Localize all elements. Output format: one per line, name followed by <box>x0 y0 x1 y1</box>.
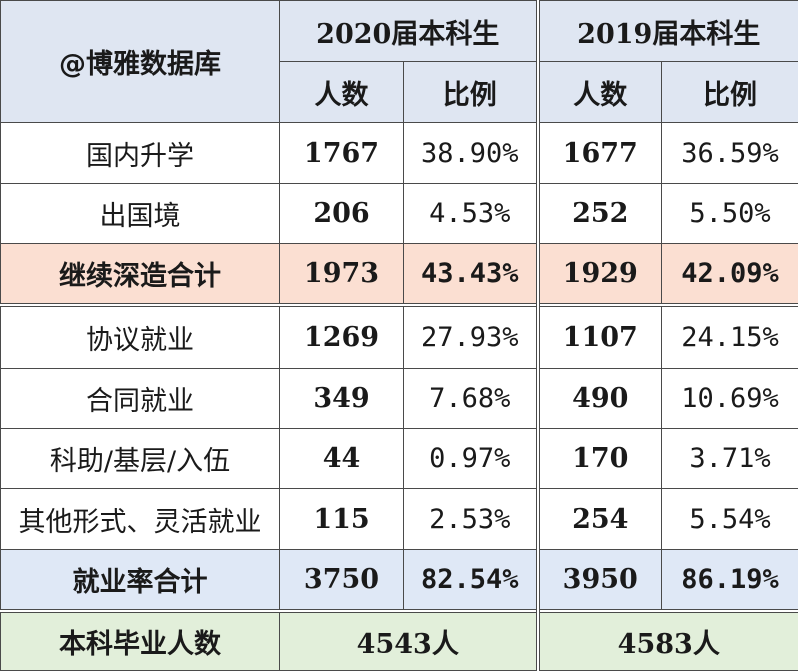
ratio-2020: 38.90% <box>404 123 538 184</box>
count-2020: 115 <box>280 489 404 550</box>
col-count-2019: 人数 <box>538 62 662 123</box>
year-2020-header: 2020届本科生 <box>280 1 538 62</box>
count-2019: 1929 <box>538 244 662 305</box>
total-graduates-2020: 4543人 <box>280 611 538 671</box>
count-2020: 1269 <box>280 305 404 369</box>
ratio-2019: 24.15% <box>662 305 798 369</box>
ratio-2019: 42.09% <box>662 244 798 305</box>
count-2019: 1677 <box>538 123 662 184</box>
ratio-2019: 10.69% <box>662 369 798 429</box>
ratio-2020: 43.43% <box>404 244 538 305</box>
subtotal-row-further-study: 继续深造合计 1973 43.43% 1929 42.09% <box>1 244 798 305</box>
count-2020: 206 <box>280 184 404 244</box>
count-2020: 1767 <box>280 123 404 184</box>
table-row: 出国境 206 4.53% 252 5.50% <box>1 184 798 244</box>
year-2019-header: 2019届本科生 <box>538 1 798 62</box>
count-2019: 490 <box>538 369 662 429</box>
table-row: 科助/基层/入伍 44 0.97% 170 3.71% <box>1 429 798 489</box>
ratio-2020: 2.53% <box>404 489 538 550</box>
count-2020: 3750 <box>280 550 404 611</box>
count-2020: 44 <box>280 429 404 489</box>
row-label: 继续深造合计 <box>1 244 280 305</box>
col-ratio-2019: 比例 <box>662 62 798 123</box>
ratio-2019: 86.19% <box>662 550 798 611</box>
col-ratio-2020: 比例 <box>404 62 538 123</box>
row-label: 国内升学 <box>1 123 280 184</box>
count-2019: 170 <box>538 429 662 489</box>
row-label: 合同就业 <box>1 369 280 429</box>
table-row: 协议就业 1269 27.93% 1107 24.15% <box>1 305 798 369</box>
table-row: 国内升学 1767 38.90% 1677 36.59% <box>1 123 798 184</box>
row-label: 出国境 <box>1 184 280 244</box>
col-count-2020: 人数 <box>280 62 404 123</box>
footer-label: 本科毕业人数 <box>1 611 280 671</box>
table-row: 合同就业 349 7.68% 490 10.69% <box>1 369 798 429</box>
ratio-2020: 0.97% <box>404 429 538 489</box>
ratio-2020: 27.93% <box>404 305 538 369</box>
total-graduates-2019: 4583人 <box>538 611 798 671</box>
ratio-2019: 5.50% <box>662 184 798 244</box>
row-label: 其他形式、灵活就业 <box>1 489 280 550</box>
row-label: 科助/基层/入伍 <box>1 429 280 489</box>
ratio-2019: 36.59% <box>662 123 798 184</box>
count-2019: 254 <box>538 489 662 550</box>
header-row-years: @博雅数据库 2020届本科生 2019届本科生 <box>1 1 798 62</box>
brand-label: @博雅数据库 <box>1 1 280 123</box>
ratio-2019: 3.71% <box>662 429 798 489</box>
row-label: 协议就业 <box>1 305 280 369</box>
count-2019: 252 <box>538 184 662 244</box>
ratio-2019: 5.54% <box>662 489 798 550</box>
ratio-2020: 7.68% <box>404 369 538 429</box>
ratio-2020: 82.54% <box>404 550 538 611</box>
count-2019: 1107 <box>538 305 662 369</box>
footer-row-graduates: 本科毕业人数 4543人 4583人 <box>1 611 798 671</box>
ratio-2020: 4.53% <box>404 184 538 244</box>
count-2019: 3950 <box>538 550 662 611</box>
subtotal-row-employment: 就业率合计 3750 82.54% 3950 86.19% <box>1 550 798 611</box>
count-2020: 349 <box>280 369 404 429</box>
count-2020: 1973 <box>280 244 404 305</box>
table-row: 其他形式、灵活就业 115 2.53% 254 5.54% <box>1 489 798 550</box>
row-label: 就业率合计 <box>1 550 280 611</box>
